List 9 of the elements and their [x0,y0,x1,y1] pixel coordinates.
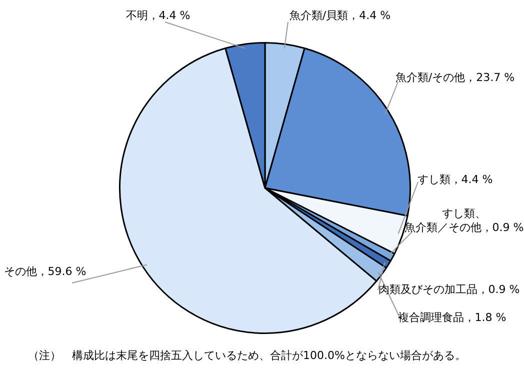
slice-label: すし類、魚介類／その他，0.9 % [404,207,524,235]
slice-label: 不明，4.4 % [126,9,190,23]
slice-label: 肉類及びその加工品，0.9 % [378,283,520,297]
slice-label: 複合調理食品，1.8 % [398,311,506,325]
slice-label: すし類，4.4 % [417,173,493,187]
slice-label: その他，59.6 % [4,265,86,279]
slice-label: 魚介類/貝類，4.4 % [289,9,391,23]
text: （注） 構成比は末尾を四捨五入しているため、合計が100.0%とならない場合がある。 [28,348,466,363]
slice-label: 魚介類/その他，23.7 % [395,71,515,85]
